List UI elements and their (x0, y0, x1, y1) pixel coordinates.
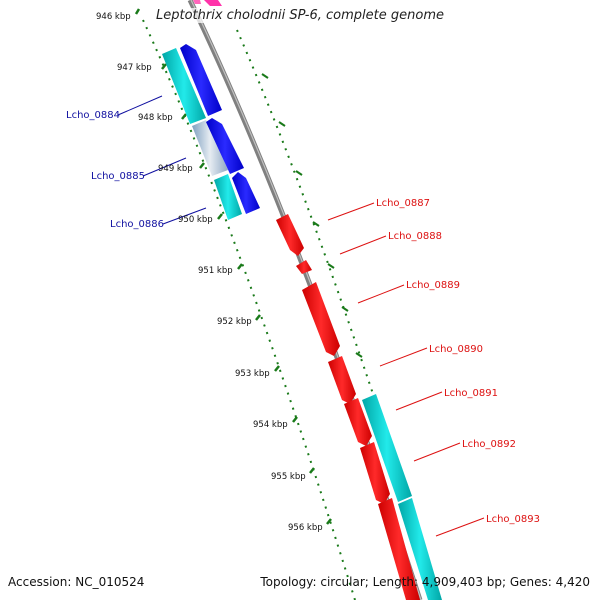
left-connectors (117, 95, 207, 225)
inner-tick-ring (142, 19, 356, 600)
right-connectors (327, 202, 485, 537)
gene-rna-right-1 (362, 394, 412, 502)
tick-label: 956 kbp (288, 523, 323, 533)
magenta-gene-2 (193, 0, 201, 4)
gene-cds-0890 (328, 356, 356, 404)
tick-label: 954 kbp (253, 420, 288, 430)
gene-label-lcho-0887[interactable]: Lcho_0887 (376, 198, 430, 209)
gene-cds-0892 (360, 442, 390, 504)
gene-label-lcho-0885[interactable]: Lcho_0885 (91, 171, 145, 182)
gene-label-lcho-0890[interactable]: Lcho_0890 (429, 344, 483, 355)
magenta-gene (204, 0, 222, 6)
gene-rna-0886 (214, 174, 242, 220)
gene-label-lcho-0892[interactable]: Lcho_0892 (462, 439, 516, 450)
gene-label-lcho-0886[interactable]: Lcho_0886 (110, 219, 164, 230)
tick-labels: 946 kbp 947 kbp 948 kbp 949 kbp 950 kbp … (96, 12, 323, 533)
gene-cds-0891 (344, 398, 372, 446)
tick-label: 946 kbp (96, 12, 131, 22)
gene-cds-0885 (206, 118, 244, 174)
gene-rna-0885 (192, 120, 228, 176)
gene-cds-0884 (180, 44, 222, 116)
gene-cds-0886 (232, 172, 260, 214)
gene-cds-0888 (296, 260, 312, 274)
genome-title-text: Leptothrix cholodnii SP-6, complete geno… (156, 8, 444, 23)
gene-rna-0884 (162, 48, 206, 124)
right-gene-labels: Lcho_0887 Lcho_0888 Lcho_0889 Lcho_0890 … (376, 198, 540, 525)
topology-label: Topology: circular; Length: 4,909,403 bp… (260, 575, 590, 589)
gene-label-lcho-0893[interactable]: Lcho_0893 (486, 514, 540, 525)
tick-label: 953 kbp (235, 369, 270, 379)
tick-label: 950 kbp (178, 215, 213, 225)
tick-label: 951 kbp (198, 266, 233, 276)
inner-dashes (134, 8, 332, 525)
gene-rna-right-2 (398, 498, 442, 600)
gene-cds-0893 (378, 498, 420, 600)
gene-label-lcho-0889[interactable]: Lcho_0889 (406, 280, 460, 291)
accession-label: Accession: NC_010524 (8, 575, 145, 589)
gene-cds-0889 (302, 282, 340, 356)
left-gene-labels: Lcho_0884 Lcho_0885 Lcho_0886 (66, 110, 164, 230)
tick-label: 955 kbp (271, 472, 306, 482)
gene-cds-0887 (276, 214, 304, 256)
genome-title: Leptothrix cholodnii SP-6, complete geno… (0, 8, 600, 23)
tick-label: 948 kbp (138, 113, 173, 123)
tick-label: 947 kbp (117, 63, 152, 73)
gene-label-lcho-0891[interactable]: Lcho_0891 (444, 388, 498, 399)
gene-label-lcho-0884[interactable]: Lcho_0884 (66, 110, 120, 121)
tick-label: 949 kbp (158, 164, 193, 174)
tick-label: 952 kbp (217, 317, 252, 327)
gene-label-lcho-0888[interactable]: Lcho_0888 (388, 231, 442, 242)
